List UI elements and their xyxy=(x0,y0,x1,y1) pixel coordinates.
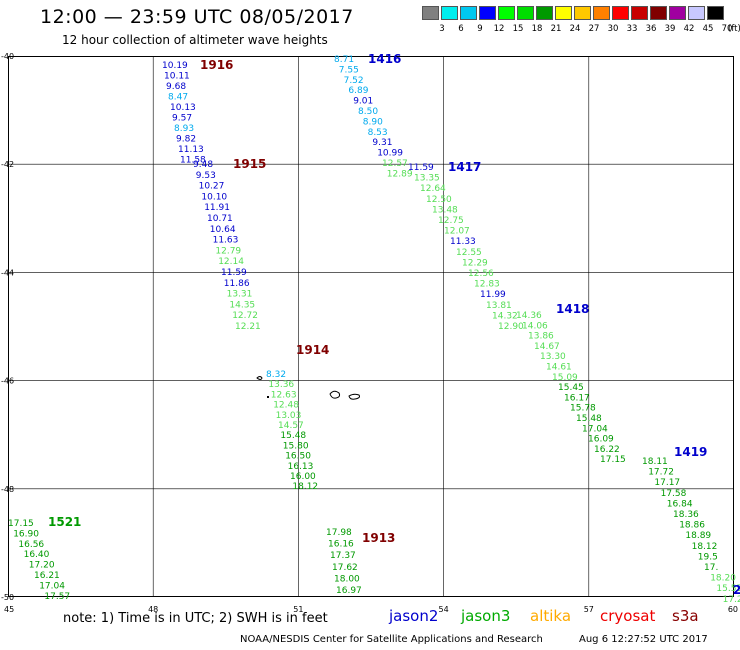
colorbar-label: 33 xyxy=(626,24,638,34)
colorbar-swatch xyxy=(422,6,439,20)
track-id-label-fragment: 2 xyxy=(733,583,740,597)
colorbar-swatch xyxy=(574,6,591,20)
colorbar-swatch xyxy=(612,6,629,20)
colorbar-label: 36 xyxy=(645,24,657,34)
longitude-label: 57 xyxy=(584,605,594,614)
satellite-legend-item: cryosat xyxy=(600,607,656,625)
colorbar-swatch xyxy=(441,6,458,20)
colorbar-label: 15 xyxy=(512,24,524,34)
colorbar-label: 6 xyxy=(458,24,464,34)
map-frame xyxy=(8,56,734,597)
colorbar-label: 70 xyxy=(721,24,733,34)
colorbar-unit: (ft) xyxy=(728,24,740,34)
colorbar-swatch xyxy=(669,6,686,20)
colorbar-label: 12 xyxy=(493,24,505,34)
longitude-label: 60 xyxy=(728,605,738,614)
colorbar-swatch xyxy=(498,6,515,20)
colorbar-label: 3 xyxy=(439,24,445,34)
colorbar-label: 30 xyxy=(607,24,619,34)
colorbar-swatch xyxy=(631,6,648,20)
footer-note: note: 1) Time is in UTC; 2) SWH is in fe… xyxy=(63,611,328,626)
satellite-legend-item: jason2 xyxy=(389,607,439,625)
colorbar-label: 18 xyxy=(531,24,543,34)
colorbar-swatch xyxy=(517,6,534,20)
colorbar-label: 9 xyxy=(477,24,483,34)
colorbar-label: 21 xyxy=(550,24,562,34)
colorbar-swatch xyxy=(536,6,553,20)
colorbar-label: 39 xyxy=(664,24,676,34)
colorbar-swatch xyxy=(555,6,572,20)
colorbar-swatch xyxy=(650,6,667,20)
page-subtitle: 12 hour collection of altimeter wave hei… xyxy=(62,33,328,47)
longitude-label: 45 xyxy=(4,605,14,614)
colorbar-swatch xyxy=(460,6,477,20)
colorbar-label: 45 xyxy=(702,24,714,34)
page-title: 12:00 — 23:59 UTC 08/05/2017 xyxy=(40,6,354,28)
colorbar-swatch xyxy=(479,6,496,20)
colorbar-swatch xyxy=(688,6,705,20)
footer-generated-time: Aug 6 12:27:52 UTC 2017 xyxy=(579,634,708,645)
colorbar-swatch xyxy=(707,6,724,20)
longitude-label: 54 xyxy=(439,605,449,614)
satellite-legend-item: s3a xyxy=(672,607,699,625)
colorbar-label: 27 xyxy=(588,24,600,34)
footer-credit: NOAA/NESDIS Center for Satellite Applica… xyxy=(240,634,543,645)
colorbar-label: 42 xyxy=(683,24,695,34)
satellite-legend-item: jason3 xyxy=(461,607,511,625)
satellite-legend-item: altika xyxy=(530,607,572,625)
colorbar-label: 24 xyxy=(569,24,581,34)
colorbar-swatch xyxy=(593,6,610,20)
